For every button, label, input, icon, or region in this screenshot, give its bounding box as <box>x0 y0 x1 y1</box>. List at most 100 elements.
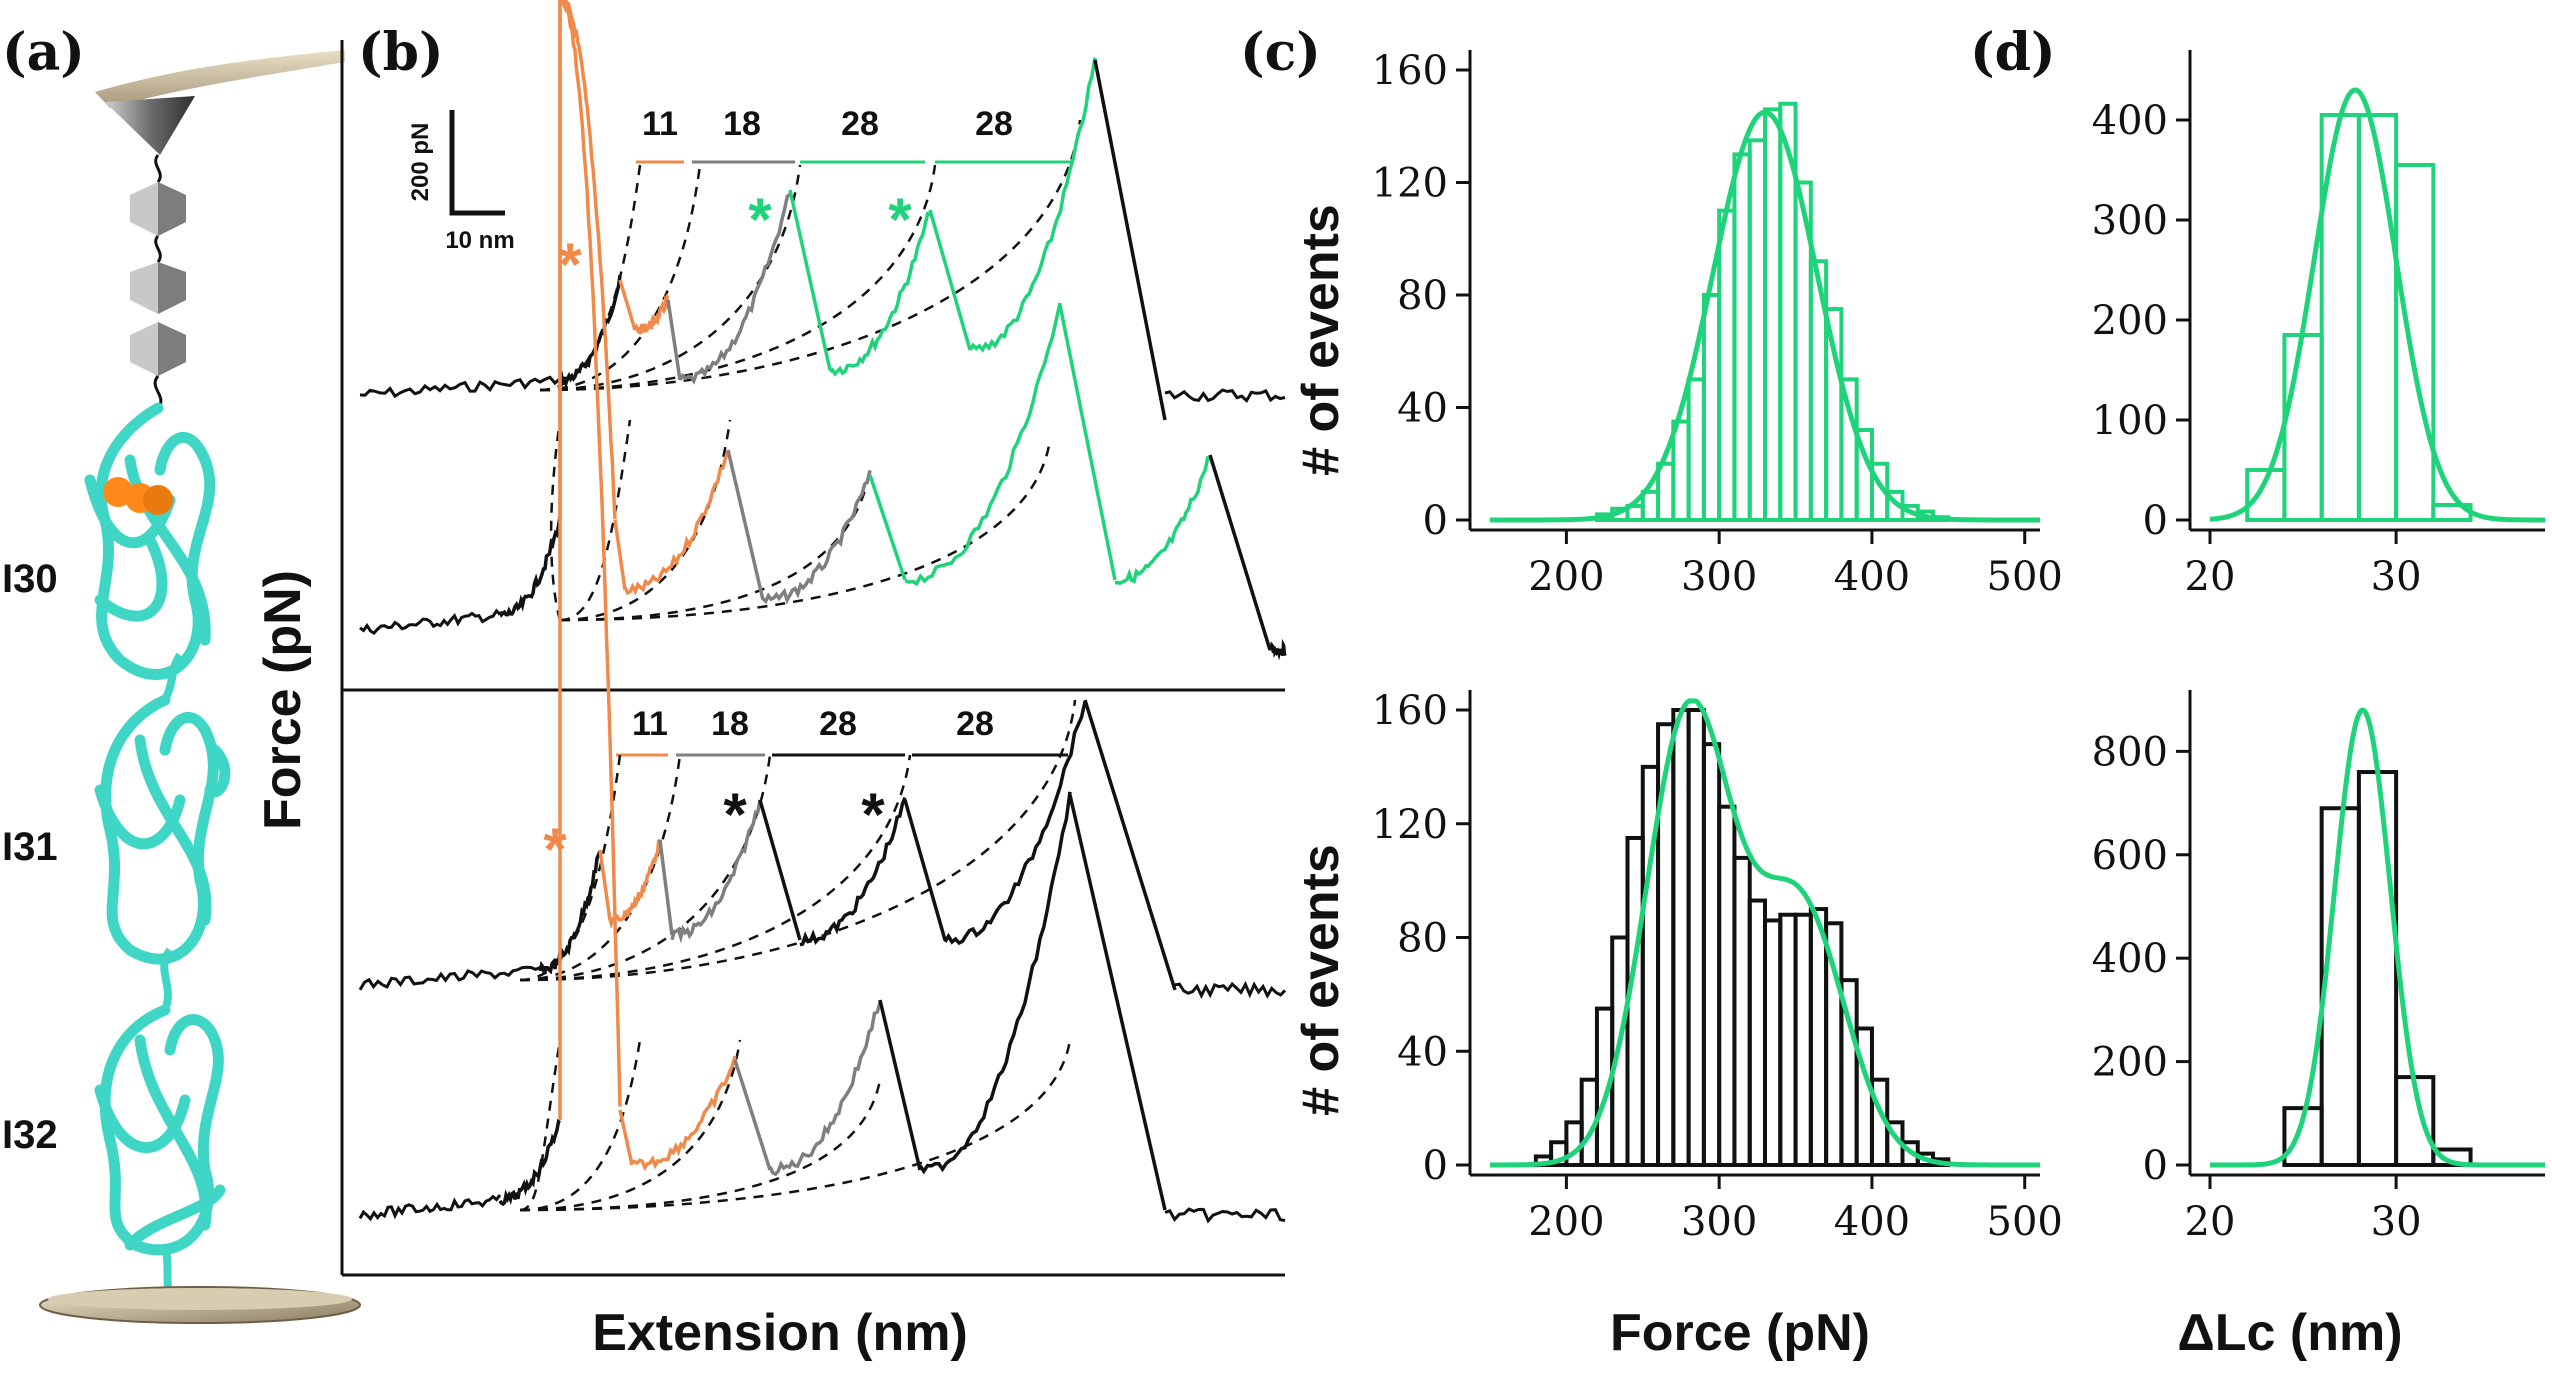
segment-label: 18 <box>711 705 749 743</box>
substrate-top <box>48 1288 352 1310</box>
panel-b-y-title: Force (pN) <box>254 570 312 830</box>
panel-c-bottom-y-title: # of events <box>1292 844 1350 1116</box>
disulfide-atoms <box>103 477 173 515</box>
histogram-bar <box>1778 912 1798 1167</box>
x-tick-label: 400 <box>1834 1199 1910 1245</box>
wlc-fit-dashed <box>519 699 1077 982</box>
linker <box>160 947 174 1012</box>
trace-rupture <box>1068 794 1167 1211</box>
x-tick-label: 200 <box>1528 554 1604 600</box>
x-tick-label: 30 <box>2371 554 2422 600</box>
histogram-bar <box>1640 489 1661 522</box>
histogram-bar <box>1717 804 1737 1167</box>
y-tick-label: 200 <box>2092 298 2168 344</box>
trace-segment <box>918 791 1072 1175</box>
trace-segment <box>1268 638 1287 661</box>
trace-segment <box>358 965 541 991</box>
y-tick-label: 400 <box>2092 98 2168 144</box>
wlc-fit-dashed <box>539 164 642 392</box>
trace-segment <box>631 1055 737 1172</box>
i30-domain-ribbon <box>84 402 216 680</box>
trace-segment <box>799 796 907 947</box>
panel-a: (a) I30 <box>2 22 361 1324</box>
linker <box>154 154 162 183</box>
histogram-force-bottom: 0 40 80 120 160 200 300 400 500 <box>1372 688 2063 1245</box>
panel-c: (c) # of events # of events Force (pN) 0… <box>1240 22 2063 1362</box>
trace-rupture <box>928 209 972 351</box>
trace-segment <box>538 850 602 975</box>
y-tick-label: 80 <box>1397 916 1448 962</box>
y-tick-label: 300 <box>2092 198 2168 244</box>
histogram-bar <box>2282 333 2324 522</box>
gaussian-fit-line <box>2209 87 2545 523</box>
trace-segment <box>829 211 931 377</box>
linker <box>154 235 162 263</box>
trace-segment <box>943 701 1087 946</box>
histogram-bar <box>2394 163 2436 522</box>
trace-segment <box>608 839 662 930</box>
wlc-fit-dashed <box>519 1039 742 1212</box>
panel-d: (d) ΔLc (nm) 0 100 200 300 400 20 30 0 200 400 60… <box>1970 22 2545 1362</box>
wlc-fit-dashed <box>539 164 937 392</box>
histogram-bar <box>1656 461 1676 522</box>
trace-rupture <box>618 1109 634 1166</box>
histogram-bar <box>1747 138 1767 522</box>
panel-b: (b) Force (pN) Extension (nm) 200 pN 10 … <box>254 0 1287 1362</box>
x-tick-label: 200 <box>1528 1199 1604 1245</box>
star-marker: * <box>748 186 772 253</box>
x-tick-label: 500 <box>1987 554 2063 600</box>
panel-b-x-title: Extension (nm) <box>592 1304 968 1362</box>
x-tick-label: 500 <box>1987 1199 2063 1245</box>
gaussian-fit-line <box>1490 109 2040 523</box>
y-tick-label: 0 <box>1423 498 1448 544</box>
histogram-bar <box>1671 708 1691 1167</box>
segment-label: 11 <box>632 705 668 743</box>
gaussian-fit-line <box>2210 707 2545 1168</box>
trace-segment <box>768 1001 882 1177</box>
segment-annotations-bottom: 11 18 28 28 <box>616 705 1068 757</box>
trace-rupture <box>758 799 802 941</box>
trace-segment <box>498 1118 561 1207</box>
wlc-fit-dashed <box>519 754 912 982</box>
histogram-bar <box>1671 419 1691 522</box>
trace-rupture <box>878 999 922 1171</box>
y-tick-label: 80 <box>1397 273 1448 319</box>
trace-segment <box>968 57 1097 353</box>
trace-segment <box>498 516 562 619</box>
histogram-bar <box>1732 855 1752 1167</box>
panel-c-x-title: Force (pN) <box>1610 1304 1870 1362</box>
y-tick-label: 200 <box>2092 1040 2168 1086</box>
trace-rupture <box>1093 59 1167 421</box>
domain-label-i31: I31 <box>2 825 58 869</box>
trace-segment <box>623 450 730 596</box>
domain-label-i30: I30 <box>2 557 58 601</box>
trace-segment <box>359 608 502 636</box>
cantilever <box>95 50 345 108</box>
histogram-dlc-bottom: 0 200 400 600 800 20 30 <box>2092 690 2545 1245</box>
trace-segment <box>359 375 562 399</box>
wlc-fit-dashed <box>559 439 1052 622</box>
scale-force: 200 pN <box>407 123 434 202</box>
y-tick-label: 160 <box>1372 688 1448 734</box>
x-tick-label: 30 <box>2371 1199 2422 1245</box>
wlc-fit-dashed <box>519 1039 1072 1212</box>
y-tick-label: 0 <box>2143 498 2168 544</box>
histogram-bar <box>2356 113 2399 522</box>
wlc-fit-dashed <box>559 419 732 622</box>
panel-c-label: (c) <box>1240 22 1321 83</box>
handle-domain-icon <box>130 322 186 376</box>
trace-rupture <box>1058 304 1117 581</box>
star-marker: * <box>558 231 582 298</box>
y-tick-label: 160 <box>1372 48 1448 94</box>
panel-d-x-title: ΔLc (nm) <box>2177 1304 2402 1362</box>
trace-rupture <box>613 519 627 591</box>
panel-c-top-y-title: # of events <box>1292 204 1350 476</box>
histogram-bar <box>1763 107 1783 522</box>
x-tick-label: 300 <box>1681 1199 1757 1245</box>
trace-rupture <box>658 839 674 936</box>
star-marker: * <box>861 781 885 848</box>
i32-domain-ribbon <box>94 1004 226 1256</box>
trace-segment <box>1164 388 1286 403</box>
trace-rupture <box>1208 454 1272 651</box>
